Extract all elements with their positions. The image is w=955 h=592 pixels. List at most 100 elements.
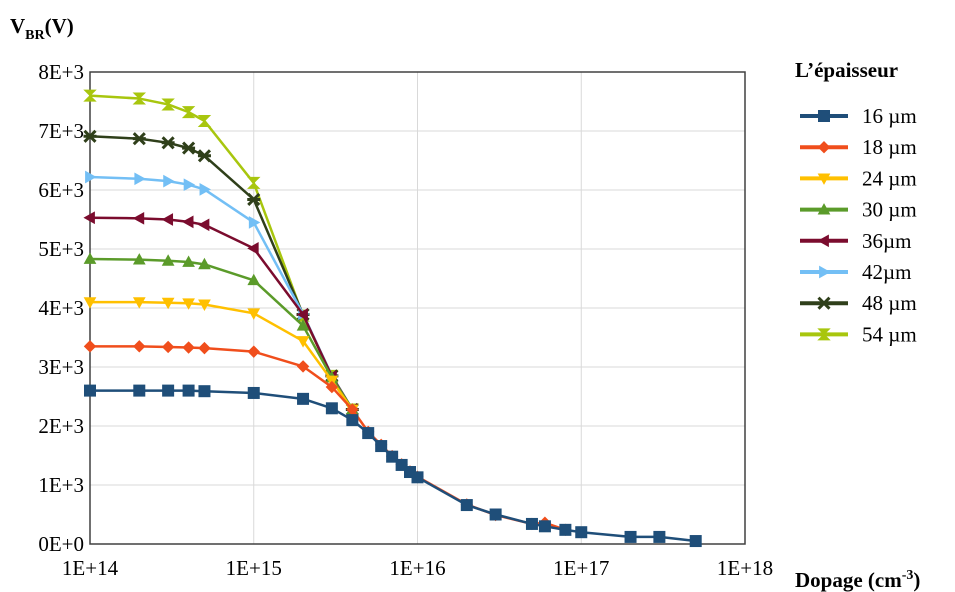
x-tick-label: 1E+14 xyxy=(62,556,119,580)
data-point xyxy=(247,242,259,255)
data-point xyxy=(296,308,308,321)
data-point xyxy=(83,89,97,102)
data-point xyxy=(182,255,195,267)
data-point xyxy=(198,257,211,270)
data-point xyxy=(83,252,97,264)
series-line xyxy=(89,216,354,411)
data-point xyxy=(247,308,261,320)
data-point xyxy=(85,170,97,184)
data-point xyxy=(325,380,339,394)
data-point xyxy=(248,216,261,229)
series-5 xyxy=(83,211,358,416)
data-point xyxy=(325,402,338,415)
x-axis-ticks: 1E+14 1E+15 1E+16 1E+17 1E+18 xyxy=(62,556,773,580)
y-tick-label: 1E+3 xyxy=(38,473,84,497)
series-3 xyxy=(83,297,359,417)
data-point xyxy=(575,526,588,539)
data-point xyxy=(395,458,408,471)
legend-marker xyxy=(817,140,831,154)
data-point xyxy=(198,299,211,311)
y-axis-title: VBR(V) xyxy=(10,14,74,43)
legend-item: 36µm xyxy=(800,229,911,253)
data-point xyxy=(197,149,212,163)
legend-label: 18 µm xyxy=(862,135,917,159)
legend-marker xyxy=(818,110,830,122)
data-point xyxy=(132,132,146,146)
legend-label: 48 µm xyxy=(862,291,917,315)
data-point xyxy=(162,384,175,397)
legend-item: 30 µm xyxy=(800,198,917,222)
data-point xyxy=(247,176,261,189)
data-point xyxy=(689,535,702,548)
y-tick-label: 5E+3 xyxy=(38,237,84,261)
legend-item: 42µm xyxy=(800,260,911,284)
data-point xyxy=(525,517,538,530)
data-point xyxy=(247,386,260,399)
data-point xyxy=(375,440,388,453)
data-point xyxy=(296,360,310,373)
data-point xyxy=(297,392,310,405)
data-point xyxy=(133,340,146,353)
data-point xyxy=(83,129,97,143)
data-point xyxy=(134,172,146,186)
data-point xyxy=(161,254,175,266)
legend-marker xyxy=(817,173,831,185)
data-point xyxy=(182,341,195,354)
data-point xyxy=(624,530,637,543)
data-point xyxy=(161,340,175,354)
data-point xyxy=(460,499,473,512)
legend-label: 54 µm xyxy=(862,322,917,346)
data-point xyxy=(133,384,146,397)
data-point xyxy=(198,385,211,398)
data-point xyxy=(346,414,359,427)
data-point xyxy=(132,297,146,309)
legend: 16 µm 18 µm 24 µm 30 µm 36µm 42µm 48 µm 54 µm xyxy=(800,104,917,346)
x-tick-label: 1E+16 xyxy=(389,556,445,580)
data-point xyxy=(83,297,97,309)
series-line xyxy=(89,94,354,411)
data-point xyxy=(182,298,195,310)
legend-marker xyxy=(817,328,831,341)
series-1 xyxy=(84,384,702,548)
data-point xyxy=(83,340,97,353)
data-point xyxy=(538,520,551,533)
data-point xyxy=(362,427,375,440)
grid xyxy=(90,72,745,544)
data-point xyxy=(197,218,210,232)
data-point xyxy=(163,174,175,188)
data-point xyxy=(247,345,260,358)
data-point xyxy=(411,471,424,484)
data-point xyxy=(199,183,211,196)
legend-label: 16 µm xyxy=(862,104,917,128)
legend-marker xyxy=(819,265,831,279)
data-point xyxy=(296,336,310,348)
legend-item: 24 µm xyxy=(800,166,917,190)
x-tick-label: 1E+17 xyxy=(553,556,609,580)
legend-title: L’épaisseur xyxy=(795,58,898,82)
data-point xyxy=(247,192,261,207)
y-tick-label: 2E+3 xyxy=(38,414,84,438)
legend-item: 18 µm xyxy=(800,135,917,159)
data-point xyxy=(653,530,666,543)
data-point xyxy=(181,106,196,119)
data-point xyxy=(83,211,95,225)
legend-marker xyxy=(817,296,831,310)
legend-item: 48 µm xyxy=(800,291,917,315)
y-tick-label: 0E+0 xyxy=(38,532,84,556)
series-line xyxy=(90,300,354,411)
data-point xyxy=(197,114,212,127)
x-tick-label: 1E+18 xyxy=(717,556,773,580)
data-point xyxy=(489,508,502,521)
legend-marker xyxy=(817,234,829,248)
legend-label: 30 µm xyxy=(862,198,917,222)
data-point xyxy=(182,215,194,229)
data-point xyxy=(182,384,195,397)
y-tick-label: 7E+3 xyxy=(38,119,84,143)
legend-item: 16 µm xyxy=(800,104,917,128)
y-tick-label: 6E+3 xyxy=(38,178,84,202)
data-point xyxy=(132,253,146,265)
data-point xyxy=(132,211,145,225)
data-point xyxy=(559,523,572,536)
series-7 xyxy=(83,129,359,417)
